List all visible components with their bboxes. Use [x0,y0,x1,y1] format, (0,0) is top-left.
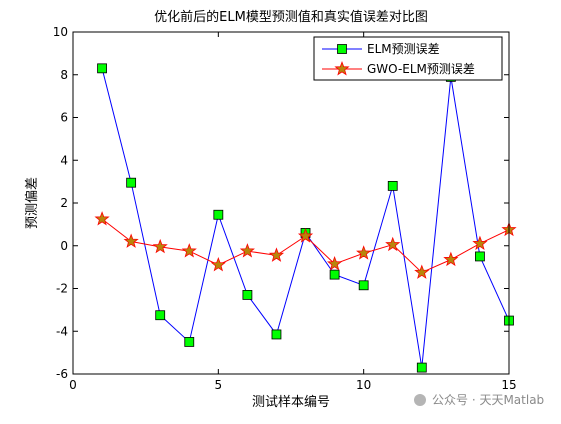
series-2 [94,211,517,279]
star-marker [239,243,255,258]
star-marker [385,236,401,252]
chart-title: 优化前后的ELM模型预测值和真实值误差对比图 [154,9,428,25]
square-marker [271,329,282,340]
square-marker [387,180,398,191]
y-axis-label: 预测偏差 [25,177,40,229]
square-marker [184,337,195,347]
y-tick-label: 4 [60,153,68,167]
square-marker [97,63,107,74]
legend-entry-2: GWO-ELM预测误差 [322,61,475,76]
watermark: 公众号 · 天天Matlab [414,393,544,407]
x-tick-label: 10 [356,378,371,392]
star-marker [181,243,197,258]
square-marker [358,280,369,291]
square-marker [213,209,224,220]
x-axis-label: 测试样本编号 [252,395,330,410]
star-marker [268,247,285,262]
star-marker [414,264,430,279]
y-tick-label: -6 [56,367,68,381]
star-marker [297,228,314,243]
legend-label: ELM预测误差 [367,42,440,56]
square-marker [475,251,485,262]
y-tick-label: 2 [60,196,68,210]
square-marker [416,362,427,373]
star-marker [210,257,226,272]
star-marker [327,255,343,271]
x-tick-label: 15 [501,378,516,392]
square-marker [329,269,340,280]
y-tick-label: -2 [56,282,68,296]
square-marker [337,44,347,54]
y-tick-label: 8 [60,68,68,82]
square-marker [126,177,137,188]
y-tick-label: 0 [60,239,68,253]
y-tick-label: -4 [56,324,68,338]
square-marker [155,310,166,321]
x-tick-label: 0 [69,378,77,392]
legend-entry-1: ELM预测误差 [322,42,440,56]
wechat-icon [414,394,426,406]
star-marker [123,233,139,248]
legend-label: GWO-ELM预测误差 [367,62,475,76]
star-marker [356,245,372,260]
series-layer [94,63,517,373]
star-marker [443,251,459,267]
plot-area [73,32,509,374]
square-marker [242,290,253,300]
watermark-text: 公众号 · 天天Matlab [432,393,544,407]
y-tick-label: 6 [60,111,68,125]
star-marker [94,211,110,226]
x-tick-label: 5 [215,378,223,392]
star-marker [472,235,488,251]
y-tick-label: 10 [53,25,68,39]
star-marker [152,238,168,254]
star-marker [334,61,350,76]
legend: ELM预测误差 GWO-ELM预测误差 [313,36,503,81]
ticks-layer: 0 5 10 15 -6 -4 -2 0 2 4 6 8 10 [53,25,517,392]
